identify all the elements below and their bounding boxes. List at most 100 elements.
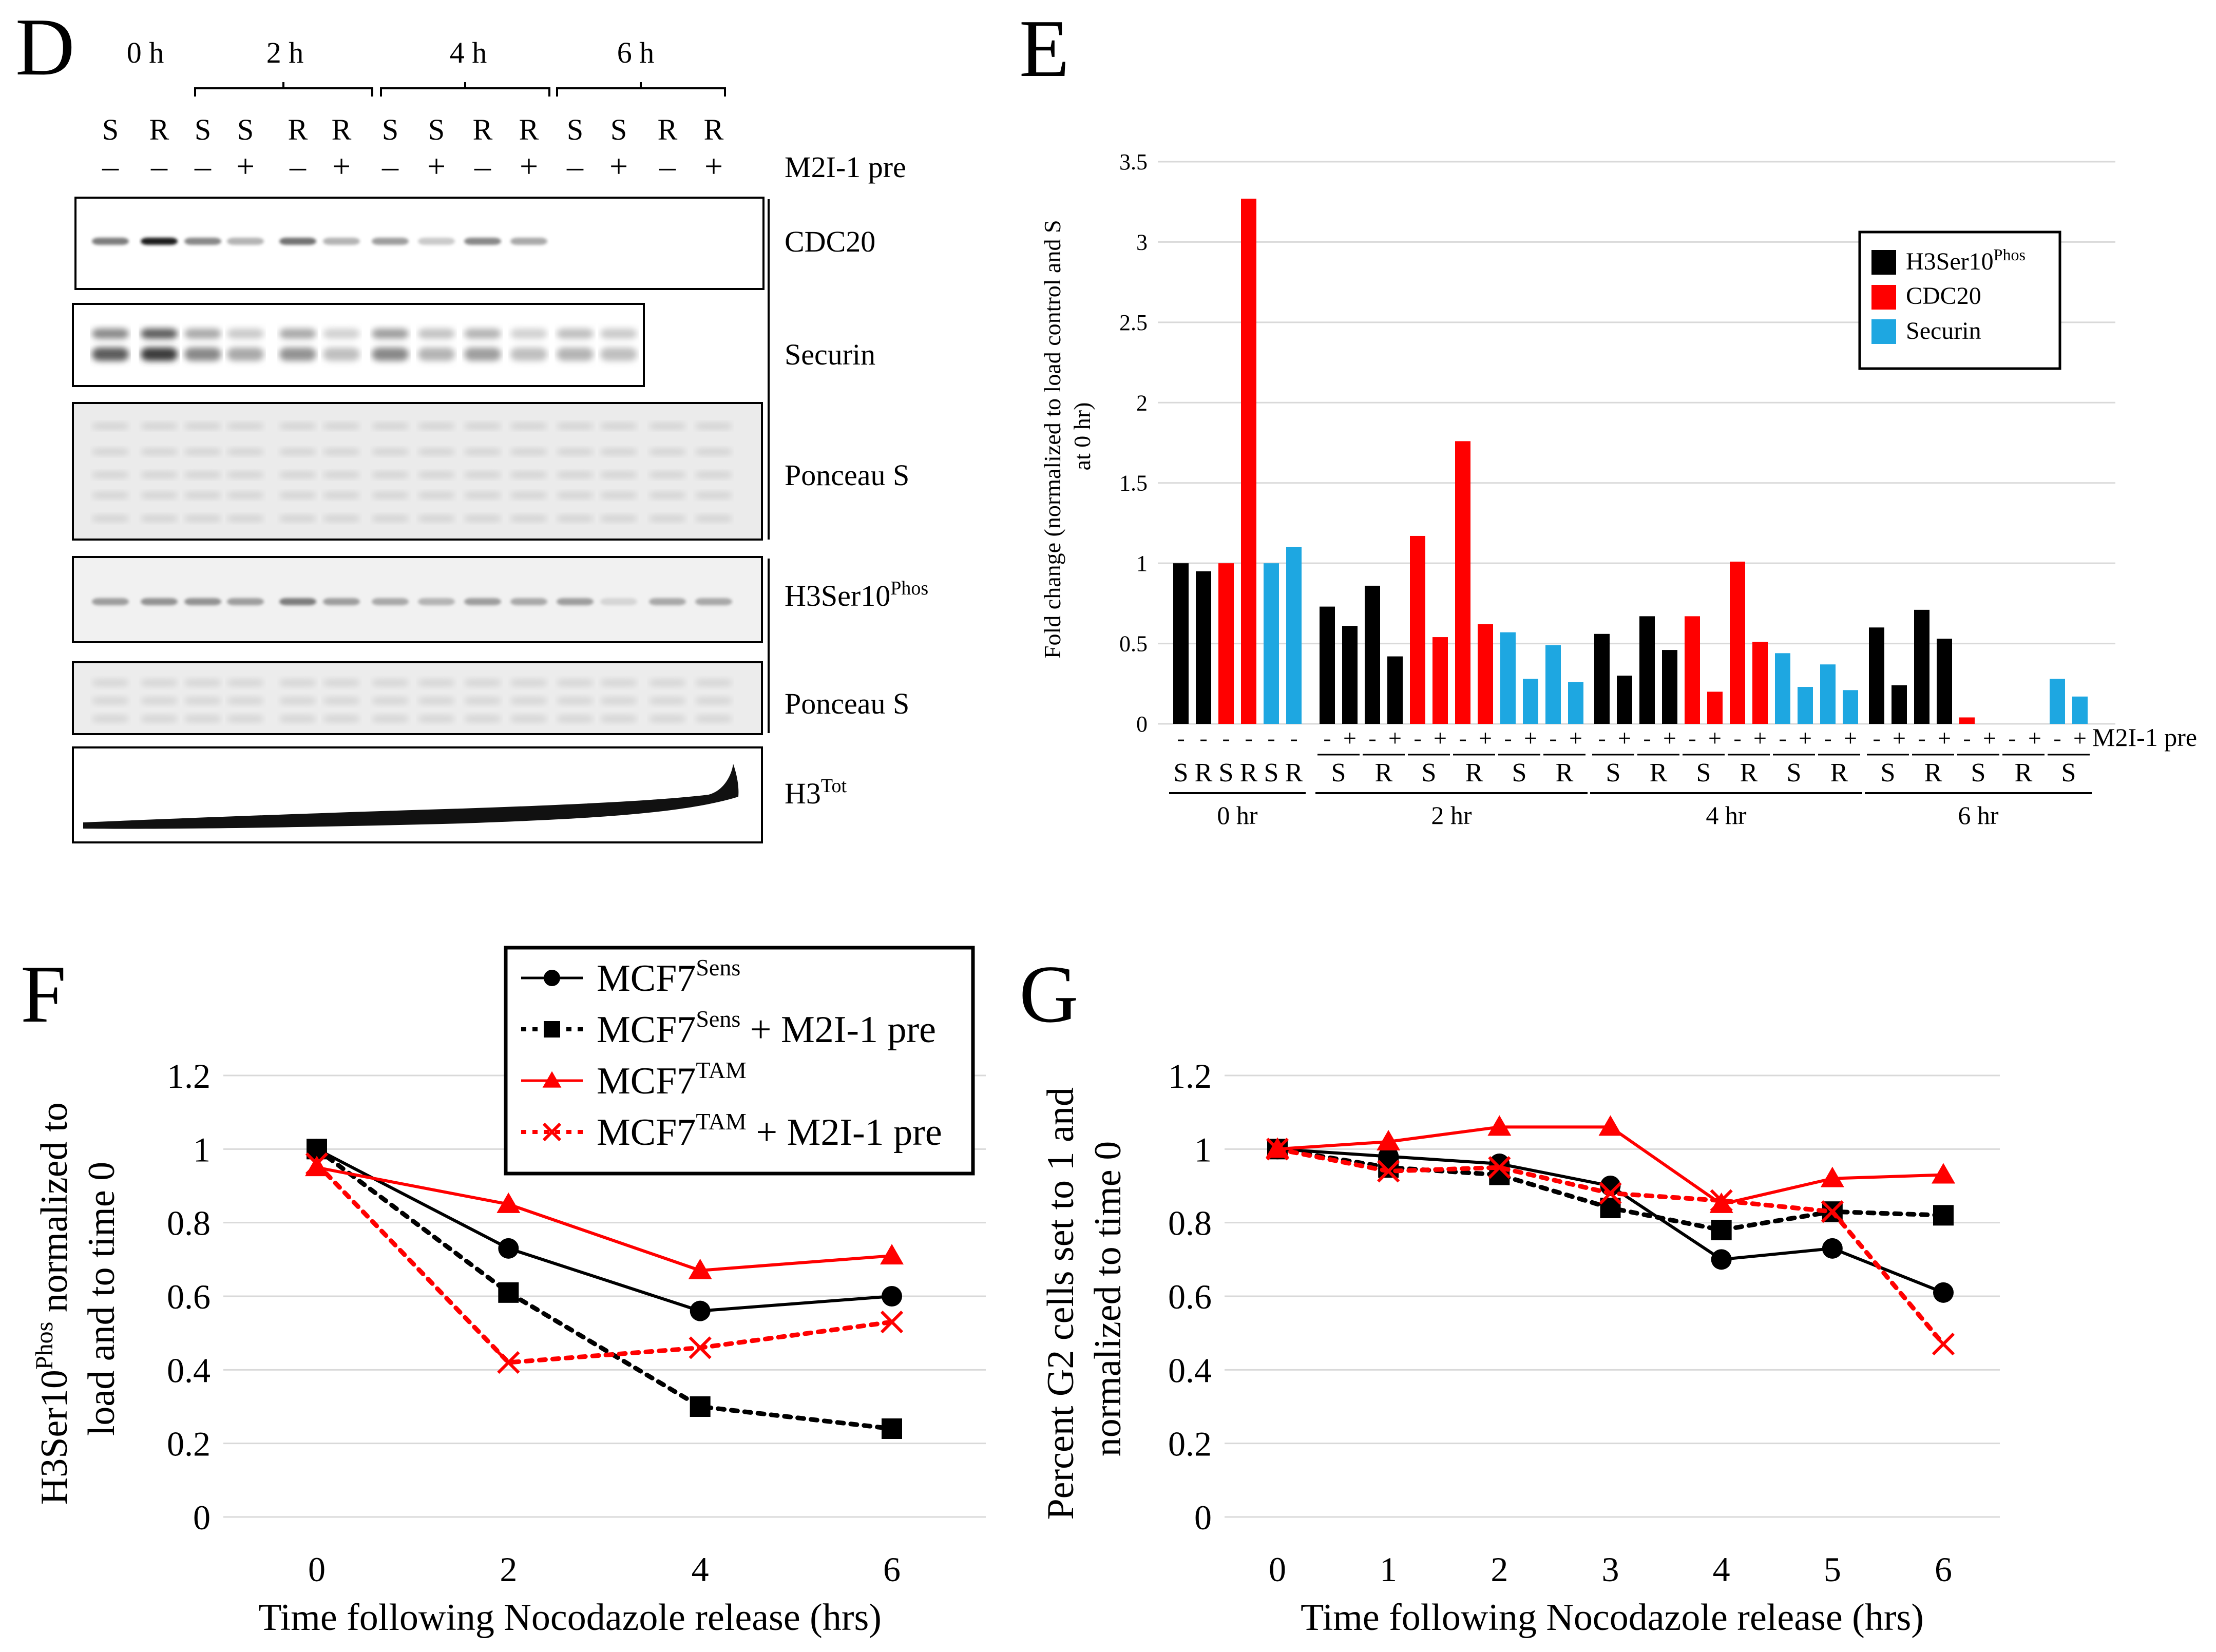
blot-band: [464, 348, 501, 361]
treatment-sign: +: [236, 148, 255, 184]
e-time-labels: 0 hr 2 hr 4 hr 6 hr: [1169, 792, 2092, 830]
e-lane-letter: S: [1971, 758, 1986, 787]
treatment-label: M2I-1 pre: [785, 150, 906, 184]
blot-band: [141, 238, 178, 245]
blot-band: [227, 472, 264, 478]
e-sign: +: [1938, 725, 1951, 751]
blot-band: [464, 715, 501, 722]
blot-band: [227, 492, 264, 498]
g-y-tick: 0.4: [1168, 1351, 1212, 1390]
blot-band: [141, 348, 178, 361]
blot-band: [372, 423, 409, 429]
blot-band: [418, 492, 455, 498]
blot-band: [510, 472, 547, 478]
e-bar: [1707, 691, 1723, 724]
e-lane-letter: R: [1240, 758, 1258, 787]
treatment-sign: –: [381, 148, 399, 184]
f-legend-label-sens: MCF7Sens: [597, 954, 740, 1000]
f-legend-label-sens-m2i1: MCF7Sens + M2I-1 pre: [597, 1006, 936, 1051]
blot-band: [418, 515, 455, 522]
blot-band: [323, 492, 360, 498]
bracket-2h: [194, 82, 373, 97]
data-point: [1377, 1160, 1400, 1183]
lane-label: R: [473, 113, 493, 146]
data-point: [690, 1300, 711, 1321]
blot-band: [92, 423, 129, 429]
blot-label-cdc20: CDC20: [785, 225, 875, 258]
blot-band: [418, 715, 455, 722]
blot-ponceau-2: [92, 679, 732, 722]
blot-band: [141, 679, 178, 686]
e-lane-letter: R: [1740, 758, 1758, 787]
blot-band: [323, 472, 360, 478]
blot-band: [600, 492, 637, 498]
f-x-tick: 6: [883, 1550, 901, 1589]
blot-band: [510, 492, 547, 498]
e-bar: [1662, 650, 1677, 724]
data-point: [1933, 1205, 1954, 1226]
f-x-tick: 0: [308, 1550, 326, 1589]
blot-band: [92, 697, 129, 704]
e-sign: -: [1549, 725, 1557, 751]
blot-band: [418, 238, 455, 245]
blot-band: [464, 598, 501, 605]
blot-band: [141, 697, 178, 704]
f-x-tick-labels: 0 2 4 6: [308, 1550, 901, 1589]
e-y-tick: 0: [1136, 712, 1148, 737]
data-point: [542, 1122, 562, 1142]
f-legend-frame: [504, 946, 975, 1176]
data-point: [498, 1238, 519, 1259]
blot-band: [279, 598, 316, 605]
blot-band: [279, 697, 316, 704]
blot-band: [600, 679, 637, 686]
blot-label-ponceau-2: Ponceau S: [785, 687, 909, 720]
blot-band: [92, 679, 129, 686]
f-legend-label-tam-m2i1: MCF7TAM + M2I-1 pre: [597, 1108, 942, 1154]
blot-band: [279, 679, 316, 686]
blot-band: [372, 238, 409, 245]
data-point: [880, 1244, 904, 1265]
e-time-label: 2 hr: [1431, 801, 1472, 830]
g-gridlines: [1225, 1074, 2000, 1518]
e-bar: [1286, 547, 1302, 724]
blot-band: [279, 329, 316, 339]
blot-band: [649, 515, 686, 522]
e-bar: [1478, 624, 1493, 724]
blot-band: [510, 679, 547, 686]
lane-label: R: [288, 113, 308, 146]
blot-band: [279, 423, 316, 429]
data-point: [498, 1282, 519, 1303]
lane-label: S: [610, 113, 627, 146]
e-lane-letter: S: [1881, 758, 1896, 787]
blot-band: [464, 329, 501, 339]
g-y-axis-label: Percent G2 cells set to 1 and normalized…: [1040, 1078, 1129, 1520]
g-series-line: [1266, 1138, 1955, 1356]
blot-band: [279, 449, 316, 455]
g-y-tick: 0.6: [1168, 1277, 1212, 1316]
lane-label: R: [519, 113, 539, 146]
e-sign: -: [1733, 725, 1741, 751]
blot-band: [418, 348, 455, 361]
e-sign: -: [2053, 725, 2061, 751]
blot-band: [323, 449, 360, 455]
series-line: [314, 1161, 894, 1365]
e-bar: [1685, 616, 1700, 724]
e-bar: [1798, 687, 1813, 724]
blot-band: [695, 492, 732, 498]
e-legend-label-securin: Securin: [1906, 317, 1981, 344]
blot-band: [227, 423, 264, 429]
e-y-tick: 0.5: [1119, 631, 1148, 657]
treatment-sign: +: [609, 148, 628, 184]
e-sign: -: [1918, 725, 1925, 751]
blot-band: [557, 329, 594, 339]
blot-band: [92, 715, 129, 722]
timepoint-label-6h: 6 h: [617, 36, 655, 69]
treatment-sign: –: [566, 148, 584, 184]
e-bar: [1410, 535, 1425, 724]
e-sign: +: [2073, 725, 2087, 751]
f-y-tick: 0.6: [167, 1277, 211, 1316]
data-point: [1378, 1157, 1399, 1178]
blot-band: [418, 697, 455, 704]
e-bar: [1914, 609, 1930, 724]
blot-band: [510, 423, 547, 429]
